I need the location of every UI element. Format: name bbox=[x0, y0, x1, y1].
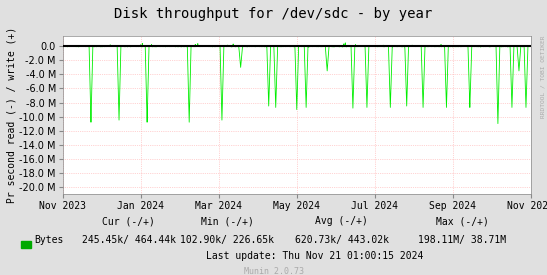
Text: Max (-/+): Max (-/+) bbox=[436, 216, 488, 226]
Text: 245.45k/ 464.44k: 245.45k/ 464.44k bbox=[82, 235, 176, 245]
Text: 198.11M/ 38.71M: 198.11M/ 38.71M bbox=[418, 235, 507, 245]
Y-axis label: Pr second read (-) / write (+): Pr second read (-) / write (+) bbox=[7, 27, 16, 203]
Text: Disk throughput for /dev/sdc - by year: Disk throughput for /dev/sdc - by year bbox=[114, 7, 433, 21]
Text: Cur (-/+): Cur (-/+) bbox=[102, 216, 155, 226]
Text: RRDTOOL / TOBI OETIKER: RRDTOOL / TOBI OETIKER bbox=[541, 36, 546, 118]
Text: 620.73k/ 443.02k: 620.73k/ 443.02k bbox=[295, 235, 389, 245]
Text: Avg (-/+): Avg (-/+) bbox=[316, 216, 368, 226]
Text: Munin 2.0.73: Munin 2.0.73 bbox=[243, 267, 304, 275]
Text: 102.90k/ 226.65k: 102.90k/ 226.65k bbox=[180, 235, 274, 245]
Text: Bytes: Bytes bbox=[34, 235, 64, 245]
Text: Min (-/+): Min (-/+) bbox=[201, 216, 253, 226]
Text: Last update: Thu Nov 21 01:00:15 2024: Last update: Thu Nov 21 01:00:15 2024 bbox=[206, 251, 423, 261]
